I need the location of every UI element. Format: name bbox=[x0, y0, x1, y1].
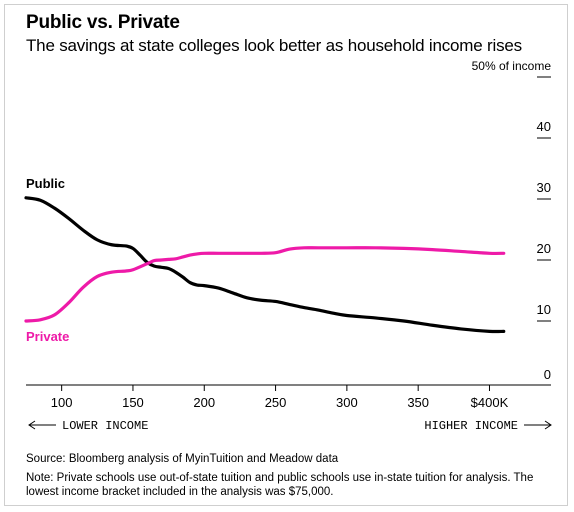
x-tick-label: 250 bbox=[265, 395, 287, 410]
y-tick-label: 20 bbox=[537, 241, 551, 256]
chart-frame bbox=[4, 4, 568, 506]
series-label-public: Public bbox=[26, 176, 65, 191]
x-tick-label: $400K bbox=[471, 395, 509, 410]
higher-income-label: HIGHER INCOME bbox=[424, 419, 518, 433]
lower-income-arrowhead bbox=[28, 420, 36, 430]
x-axis: 100 150 200 250 300 350 $400K bbox=[51, 385, 509, 410]
y-tick-label: 40 bbox=[537, 119, 551, 134]
y-tick-label: 50% of income bbox=[472, 59, 552, 73]
series-label-private: Private bbox=[26, 329, 69, 344]
source-note: Source: Bloomberg analysis of MyinTuitio… bbox=[26, 453, 339, 465]
y-tick-label: 10 bbox=[537, 302, 551, 317]
series-line-private bbox=[24, 246, 506, 323]
y-axis: 0 10 20 30 40 50% of income bbox=[472, 59, 552, 382]
lower-income-label: LOWER INCOME bbox=[62, 419, 148, 433]
y-tick-label: 0 bbox=[544, 367, 551, 382]
chart-title: Public vs. Private bbox=[26, 12, 180, 33]
x-tick-label: 200 bbox=[193, 395, 215, 410]
higher-income-arrowhead bbox=[544, 420, 552, 430]
methodology-note: Note: Private schools use out-of-state t… bbox=[26, 472, 534, 498]
x-tick-label: 100 bbox=[51, 395, 73, 410]
y-tick-label: 30 bbox=[537, 180, 551, 195]
series-lines bbox=[24, 196, 506, 334]
x-annotations: LOWER INCOME HIGHER INCOME bbox=[28, 419, 552, 433]
chart-subtitle: The savings at state colleges look bette… bbox=[26, 36, 522, 55]
x-tick-label: 150 bbox=[122, 395, 144, 410]
series-line-public bbox=[24, 196, 506, 334]
x-tick-label: 350 bbox=[407, 395, 429, 410]
x-tick-label: 300 bbox=[336, 395, 358, 410]
